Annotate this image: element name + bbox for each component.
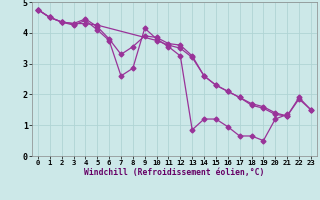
X-axis label: Windchill (Refroidissement éolien,°C): Windchill (Refroidissement éolien,°C) (84, 168, 265, 177)
